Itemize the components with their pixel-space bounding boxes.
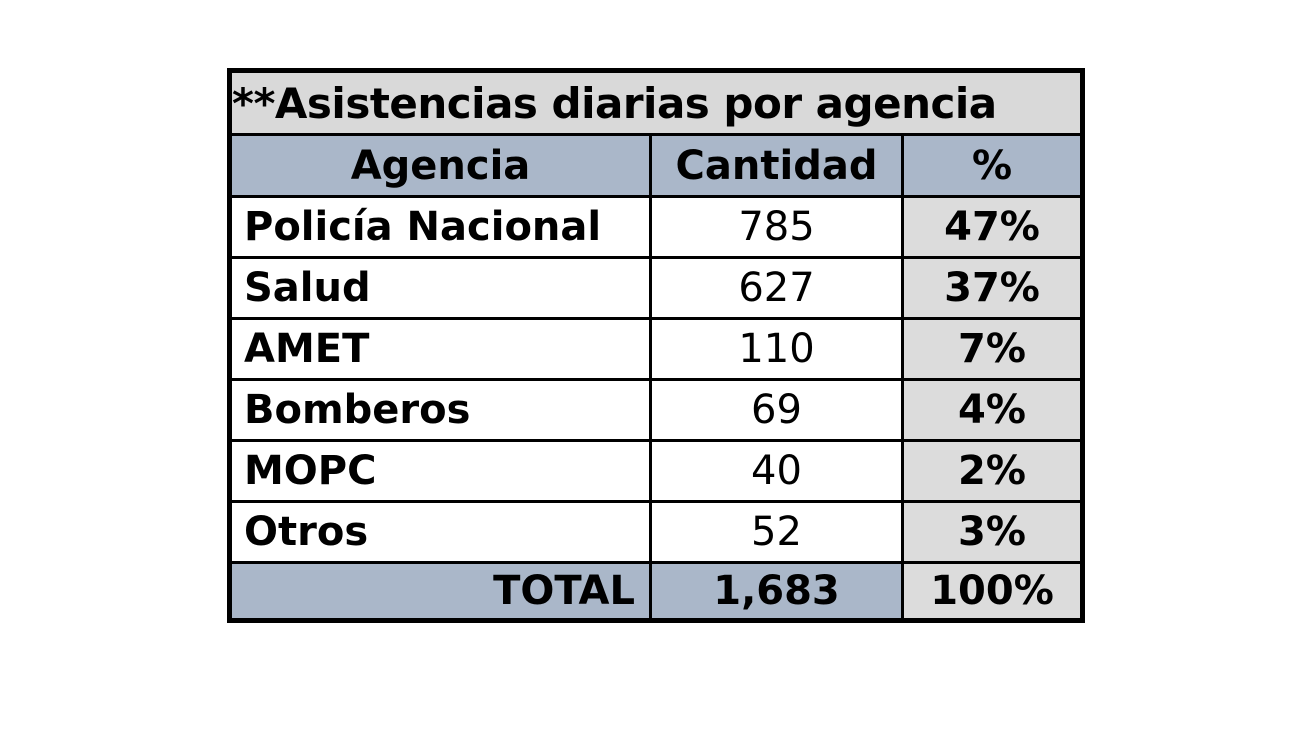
agency-cell: Otros	[228, 500, 652, 564]
total-pct: 100%	[900, 561, 1085, 622]
table-row: MOPC 40 2%	[228, 439, 1085, 503]
table-row: AMET 110 7%	[228, 317, 1085, 381]
column-header-cantidad: Cantidad	[649, 133, 904, 198]
table-row: Bomberos 69 4%	[228, 378, 1085, 442]
table-row: Policía Nacional 785 47%	[228, 195, 1085, 259]
table-row: Otros 52 3%	[228, 500, 1085, 564]
agency-cell: Policía Nacional	[228, 195, 652, 259]
agency-cell: Salud	[228, 256, 652, 320]
table-row: Salud 627 37%	[228, 256, 1085, 320]
total-label: TOTAL	[228, 561, 652, 622]
pct-cell: 47%	[900, 195, 1085, 259]
column-header-agencia: Agencia	[228, 133, 652, 198]
cantidad-cell: 627	[649, 256, 904, 320]
agency-cell: AMET	[228, 317, 652, 381]
table-total-row: TOTAL 1,683 100%	[228, 561, 1085, 622]
cantidad-cell: 69	[649, 378, 904, 442]
table-title-row: **Asistencias diarias por agencia	[227, 69, 1085, 136]
pct-cell: 3%	[900, 500, 1085, 564]
cantidad-cell: 785	[649, 195, 904, 259]
pct-cell: 7%	[900, 317, 1085, 381]
column-header-pct: %	[900, 133, 1085, 198]
agency-cell: MOPC	[228, 439, 652, 503]
pct-cell: 2%	[900, 439, 1085, 503]
cantidad-cell: 40	[649, 439, 904, 503]
total-cantidad: 1,683	[649, 561, 904, 622]
pct-cell: 37%	[900, 256, 1085, 320]
table-title: **Asistencias diarias por agencia	[227, 69, 1085, 136]
table-header-row: Agencia Cantidad %	[228, 133, 1085, 198]
assistances-by-agency-table: **Asistencias diarias por agencia Agenci…	[227, 68, 1086, 623]
cantidad-cell: 52	[649, 500, 904, 564]
pct-cell: 4%	[900, 378, 1085, 442]
cantidad-cell: 110	[649, 317, 904, 381]
agency-cell: Bomberos	[228, 378, 652, 442]
